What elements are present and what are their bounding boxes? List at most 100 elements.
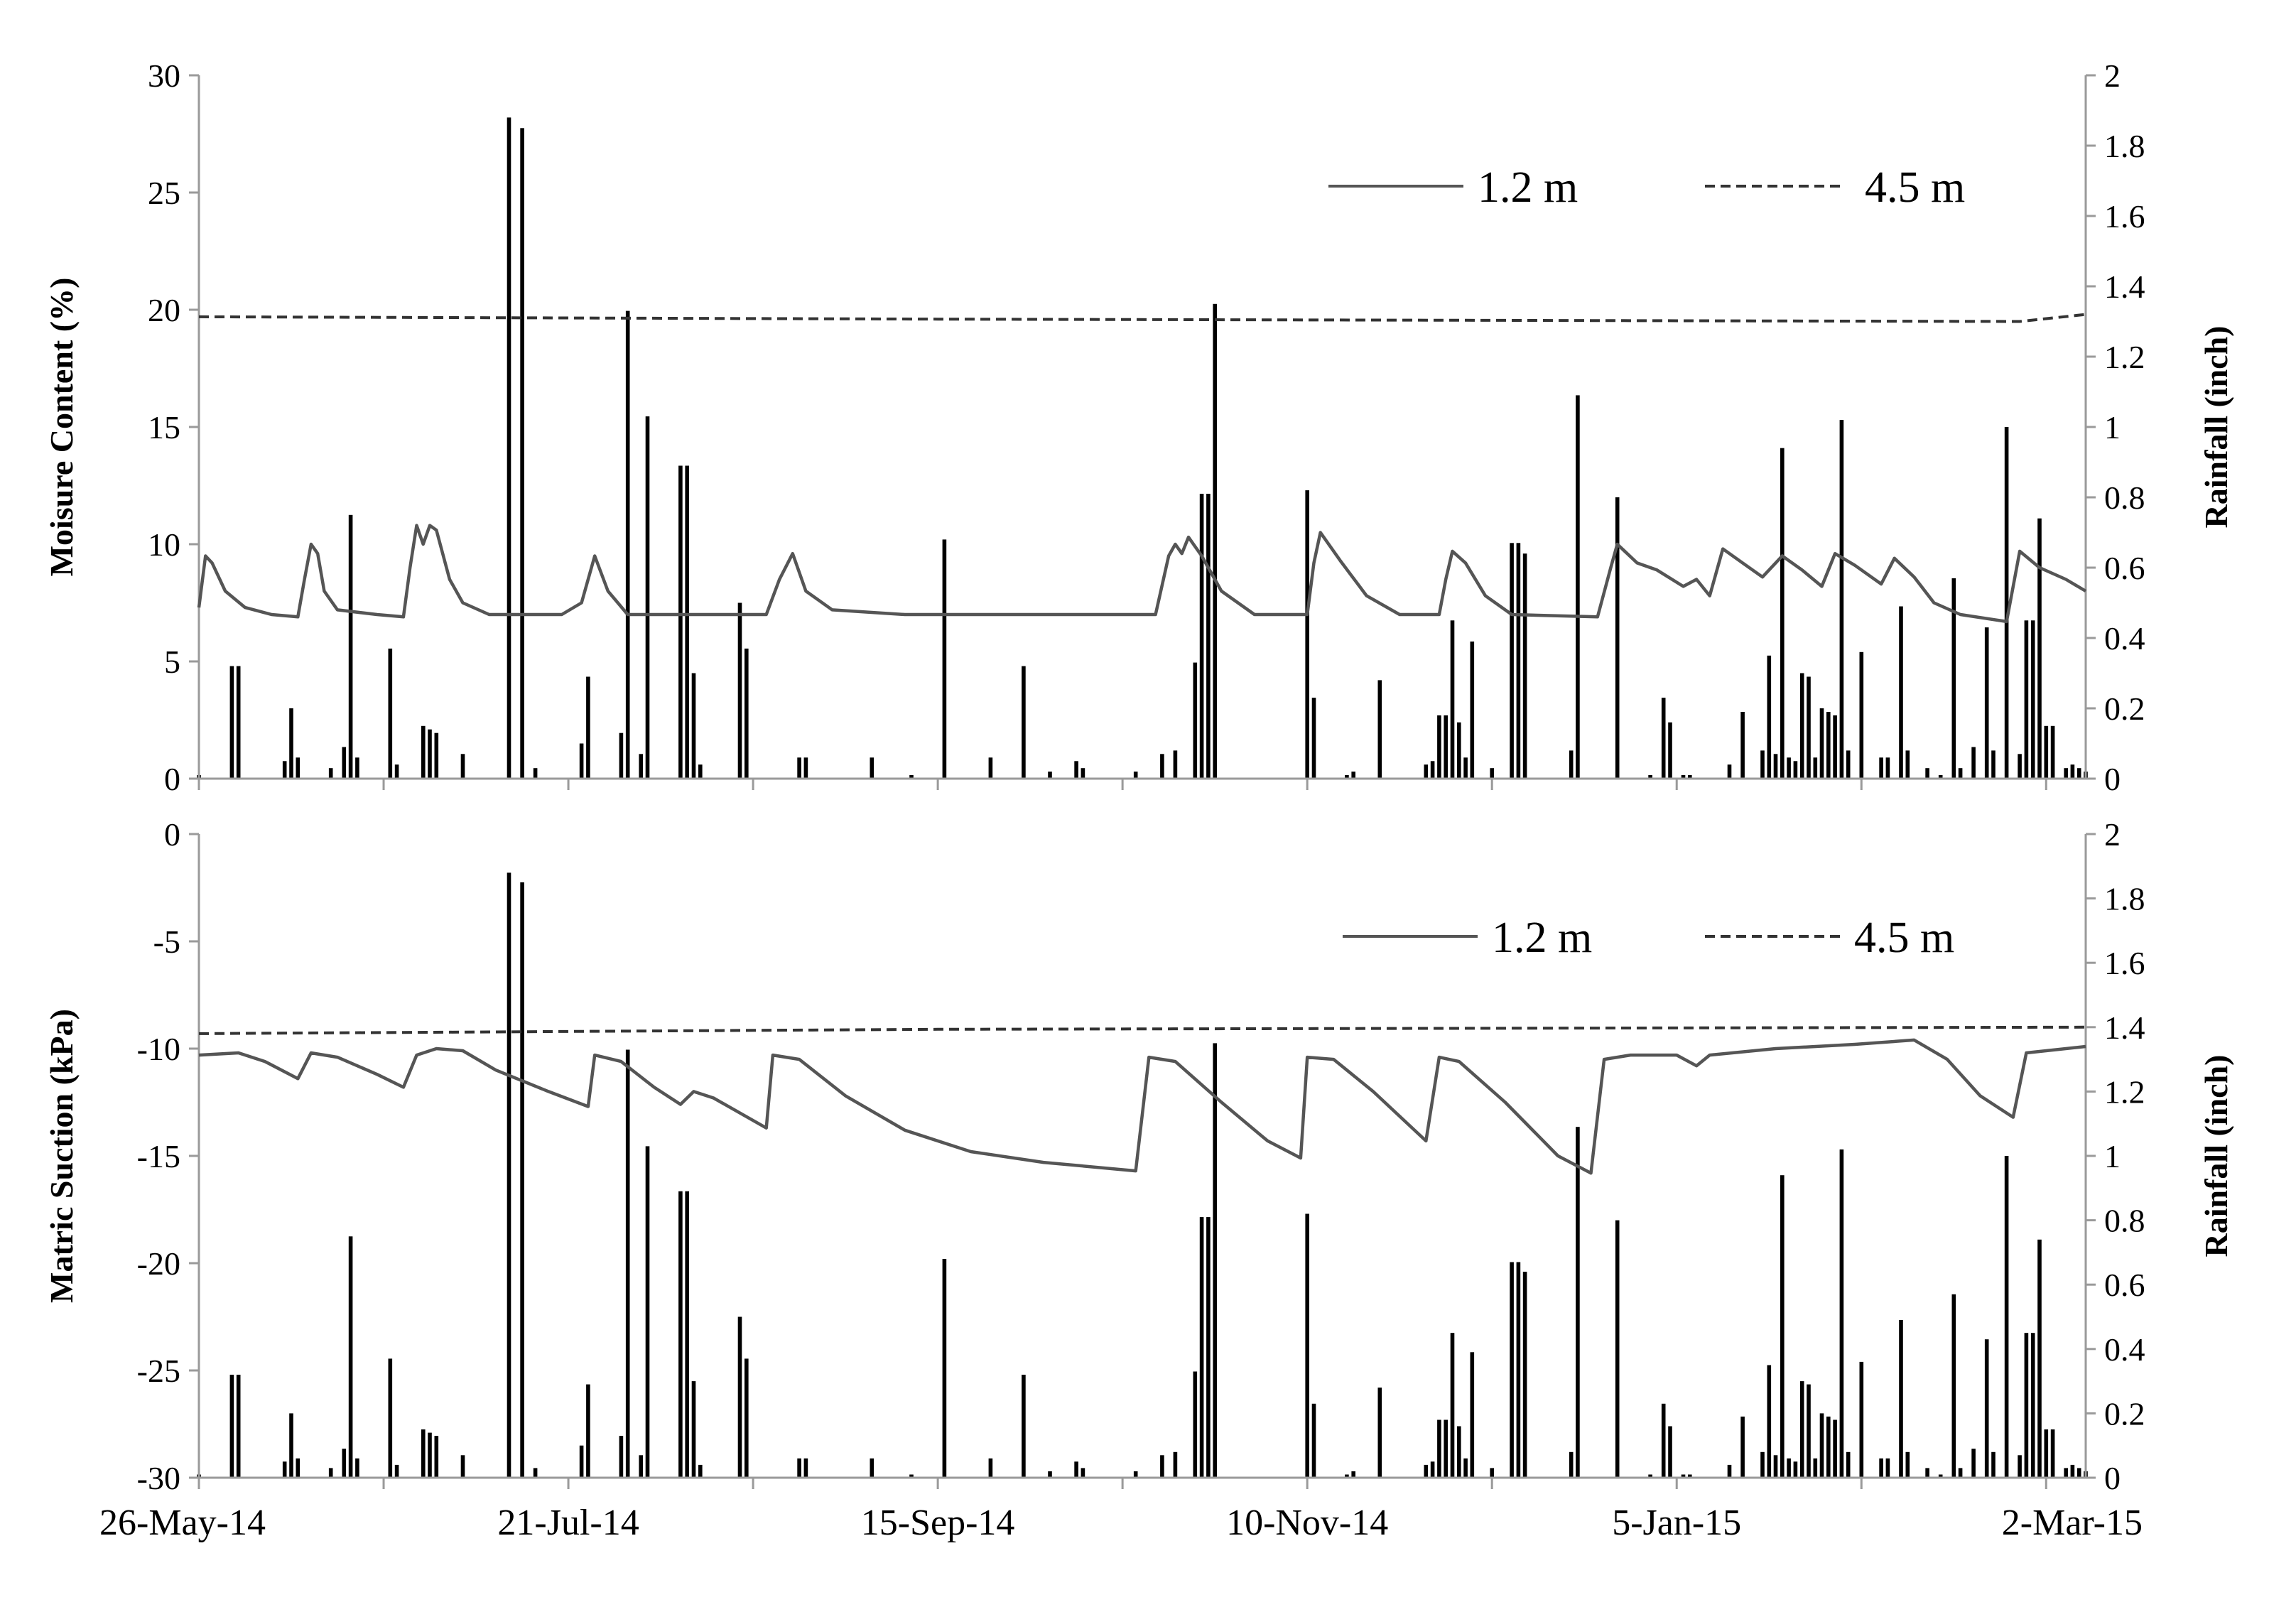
y2-tick-label: 0.2 — [2104, 691, 2145, 727]
rainfall-bar — [328, 1468, 333, 1478]
rainfall-bar — [1905, 750, 1910, 779]
rainfall-bar — [355, 757, 359, 779]
y-tick-label: -15 — [137, 1138, 180, 1174]
rainfall-bar — [737, 602, 742, 779]
rainfall-bar — [639, 1455, 643, 1478]
y2-tick-label: 0.4 — [2104, 1331, 2145, 1368]
rainfall-bar — [2070, 764, 2075, 779]
x-tick-label: 2-Mar-15 — [2002, 1503, 2143, 1543]
rainfall-bar — [1773, 754, 1778, 779]
rainfall-bar — [1311, 698, 1316, 779]
y2-tick-label: 1 — [2104, 409, 2121, 445]
rainfall-bar — [1510, 543, 1514, 779]
panel-bottom: -30 -25 -20 -15 -10 -5 0 0 0.2 0.4 0.6 0.8 1 1.2 1.4 1.… — [43, 816, 2234, 1543]
rainfall-bar — [1450, 1333, 1455, 1478]
rainfall-bar — [1661, 698, 1666, 779]
y-tick-label: -25 — [137, 1353, 180, 1389]
rainfall-bar — [1991, 1451, 1996, 1478]
rainfall-bar — [342, 747, 347, 779]
rainfall-bar — [579, 743, 584, 779]
rainfall-bar — [1213, 1043, 1217, 1478]
rainfall-bar — [1516, 1262, 1521, 1478]
rainfall-bar — [1688, 775, 1692, 779]
rainfall-bar — [988, 1458, 993, 1478]
y2-tick-label: 0.8 — [2104, 1203, 2145, 1239]
rainfall-bar — [2024, 620, 2029, 779]
rainfall-bar — [698, 1464, 703, 1478]
rainfall-bar — [1807, 676, 1811, 779]
rainfall-bar — [1773, 1455, 1778, 1478]
rainfall-bar — [803, 757, 808, 779]
rainfall-bar — [533, 768, 538, 779]
rainfall-bar — [1740, 712, 1745, 779]
rainfall-bar — [1799, 673, 1804, 779]
rainfall-bar — [229, 1375, 234, 1478]
rainfall-bar — [685, 1191, 689, 1478]
rainfall-bar — [698, 764, 703, 779]
rainfall-bar — [1133, 1471, 1138, 1478]
rainfall-bar — [1199, 494, 1204, 779]
rainfall-bar — [355, 1458, 359, 1478]
rainfall-bar — [1899, 1320, 1903, 1478]
rainfall-bar — [1879, 757, 1883, 779]
rainfall-bar — [870, 757, 874, 779]
rainfall-bar — [1839, 420, 1844, 779]
rainfall-bar — [619, 1436, 624, 1478]
y-tick-label: -10 — [137, 1031, 180, 1067]
series-line-1-2m — [198, 1038, 2086, 1175]
y2-tick-label: 0.8 — [2104, 480, 2145, 516]
rainfall-bar — [2064, 1468, 2068, 1478]
rainfall-bar — [1490, 768, 1494, 779]
rainfall-bar — [2064, 768, 2068, 779]
rainfall-bar — [1984, 1339, 1989, 1478]
rainfall-bar — [1859, 651, 1864, 779]
rainfall-bar — [236, 1375, 241, 1478]
rainfall-bar — [296, 1458, 300, 1478]
rainfall-bar — [2018, 754, 2022, 779]
y2-tick-label: 1.2 — [2104, 339, 2145, 375]
rainfall-bar — [988, 757, 993, 779]
rainfall-bar — [1833, 715, 1837, 779]
rainfall-bar — [1516, 543, 1521, 779]
rainfall-bar — [1457, 1426, 1461, 1478]
rainfall-bar — [348, 514, 353, 779]
rainfall-bar — [1510, 1262, 1514, 1478]
rainfall-bar — [1938, 1474, 1943, 1478]
rainfall-bar — [1022, 1375, 1026, 1478]
rainfall-bar — [388, 1358, 393, 1478]
rainfall-bar — [1688, 1474, 1692, 1478]
rainfall-bars — [197, 117, 2088, 779]
rainfall-bar — [1305, 490, 1309, 779]
rainfall-bar — [2004, 1156, 2009, 1478]
rainfall-bar — [1727, 764, 1732, 779]
rainfall-bar — [1463, 1458, 1468, 1478]
rainfall-bar — [1826, 712, 1831, 779]
rainfall-bar — [1569, 750, 1574, 779]
rainfall-bar — [1173, 1451, 1178, 1478]
x-tick-label: 15-Sep-14 — [861, 1503, 1015, 1543]
rainfall-bar — [421, 725, 426, 779]
y2-tick-label: 1 — [2104, 1138, 2121, 1174]
rainfall-bar — [421, 1429, 426, 1478]
rainfall-bar — [1133, 772, 1138, 779]
rainfall-bar — [1470, 642, 1475, 779]
rainfall-bar — [507, 117, 511, 779]
legend-label: 4.5 m — [1865, 163, 1965, 212]
y2-tick-label: 0 — [2104, 761, 2121, 797]
rainfall-bar — [2004, 427, 2009, 779]
rainfall-bar — [1424, 1464, 1429, 1478]
rainfall-bar — [1668, 1426, 1672, 1478]
rainfall-bar — [1351, 772, 1355, 779]
rainfall-bar — [2030, 1333, 2035, 1478]
rainfall-bar — [289, 708, 293, 779]
rainfall-bar — [1833, 1419, 1837, 1478]
rainfall-bar — [2018, 1455, 2022, 1478]
rainfall-bar — [1787, 1458, 1791, 1478]
rainfall-bar — [1807, 1384, 1811, 1478]
rainfall-bar — [1839, 1149, 1844, 1478]
rainfall-bar — [870, 1458, 874, 1478]
rainfall-bar — [1813, 757, 1818, 779]
rainfall-bar — [1938, 775, 1943, 779]
rainfall-bar — [1793, 761, 1798, 779]
rainfall-bar — [460, 1455, 465, 1478]
